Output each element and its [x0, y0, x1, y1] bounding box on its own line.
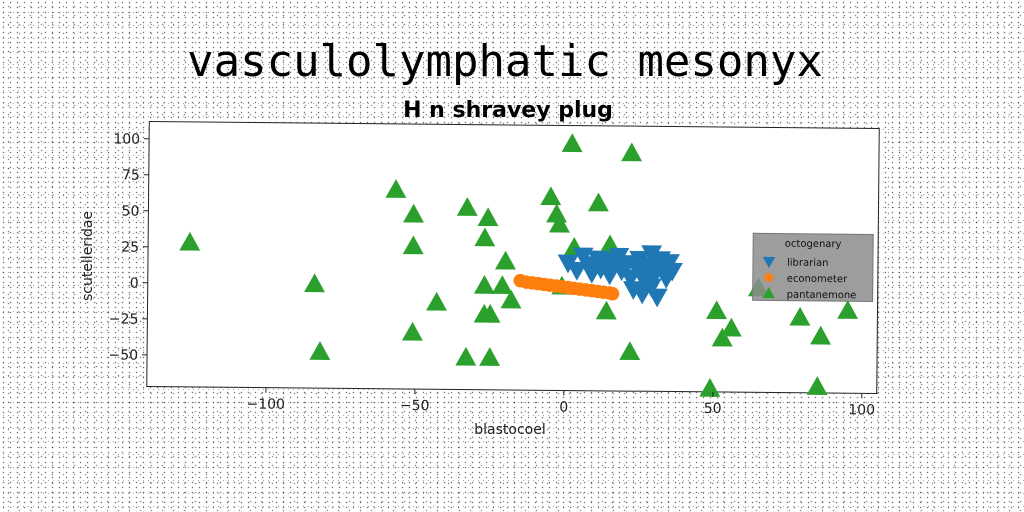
pantanemone-point	[619, 341, 641, 361]
pantanemone-point	[474, 227, 496, 247]
pantanemone-point	[699, 378, 721, 397]
librarian-point	[629, 250, 651, 270]
plot-area: −100 −50 0 50 100 −50 −25 0 25 50 75 100 octogenar…	[108, 121, 880, 418]
x-tick-label: −100	[246, 396, 285, 412]
pantanemone-point	[621, 142, 643, 162]
series-librarian	[557, 245, 683, 308]
pantanemone-point	[403, 203, 424, 223]
pantanemone-point	[426, 291, 447, 311]
series-pantanemone	[179, 133, 859, 397]
y-tick-label: −25	[109, 311, 139, 327]
series-econometer	[513, 273, 620, 301]
pantanemone-point	[491, 275, 513, 295]
x-axis: −100 −50 0 50 100	[246, 387, 875, 418]
pantanemone-point	[477, 207, 499, 227]
legend-marker-econometer	[764, 272, 774, 282]
pantanemone-point	[720, 317, 742, 337]
pantanemone-point	[837, 300, 859, 319]
pantanemone-point	[455, 346, 477, 366]
legend-box	[752, 232, 874, 302]
pantanemone-point	[711, 327, 733, 347]
y-axis: −50 −25 0 25 50 75 100	[108, 131, 150, 364]
pantanemone-point	[540, 186, 562, 206]
pantanemone-point	[595, 300, 617, 320]
legend: octogenary librarian econometer pantanemone	[752, 232, 874, 302]
librarian-point	[566, 261, 588, 281]
y-tick-label: 75	[122, 168, 140, 184]
legend-label-econometer: econometer	[787, 274, 848, 286]
pantanemone-point	[561, 133, 583, 153]
pantanemone-point	[179, 231, 201, 251]
pantanemone-point	[473, 275, 495, 294]
y-axis-label: scutelleridae	[80, 211, 96, 301]
econometer-point	[605, 287, 620, 301]
x-axis-label: blastocoel	[474, 422, 545, 438]
pantanemone-point	[309, 341, 331, 360]
pantanemone-point	[806, 376, 828, 395]
pantanemone-point	[479, 303, 501, 323]
legend-title: octogenary	[785, 239, 842, 251]
chart-suptitle: vasculolymphatic mesonyx	[187, 36, 823, 87]
x-tick-label: 0	[559, 399, 568, 415]
x-tick-label: 100	[848, 402, 875, 418]
pantanemone-point	[810, 325, 832, 345]
pantanemone-point	[385, 179, 407, 198]
librarian-point	[641, 245, 663, 265]
legend-marker-pantanemone	[762, 286, 775, 299]
y-tick-label: −50	[108, 347, 138, 363]
pantanemone-point	[587, 192, 609, 212]
pantanemone-point	[548, 213, 570, 233]
pantanemone-point	[401, 321, 423, 341]
pantanemone-point	[494, 250, 516, 270]
pantanemone-point	[789, 306, 811, 326]
x-tick-label: −50	[400, 398, 430, 414]
legend-marker-librarian	[762, 256, 776, 268]
pantanemone-point	[402, 235, 424, 255]
y-tick-label: 100	[113, 131, 140, 147]
x-tick-label: 50	[704, 401, 722, 417]
y-tick-label: 0	[130, 276, 139, 292]
librarian-point	[661, 262, 683, 282]
pantanemone-point	[500, 289, 522, 309]
librarian-point	[646, 288, 668, 308]
pantanemone-point	[304, 273, 325, 293]
librarian-point	[640, 278, 662, 298]
pantanemone-point	[479, 347, 501, 366]
y-tick-label: 25	[121, 240, 139, 256]
data-marks	[179, 133, 859, 397]
plot-frame	[146, 121, 880, 395]
legend-label-librarian: librarian	[787, 258, 829, 269]
pantanemone-point	[456, 197, 478, 216]
chart-title: H n shravey plug	[403, 98, 613, 123]
pantanemone-point	[706, 300, 727, 320]
legend-label-pantanemone: pantanemone	[787, 290, 857, 302]
y-tick-label: 50	[122, 204, 140, 220]
